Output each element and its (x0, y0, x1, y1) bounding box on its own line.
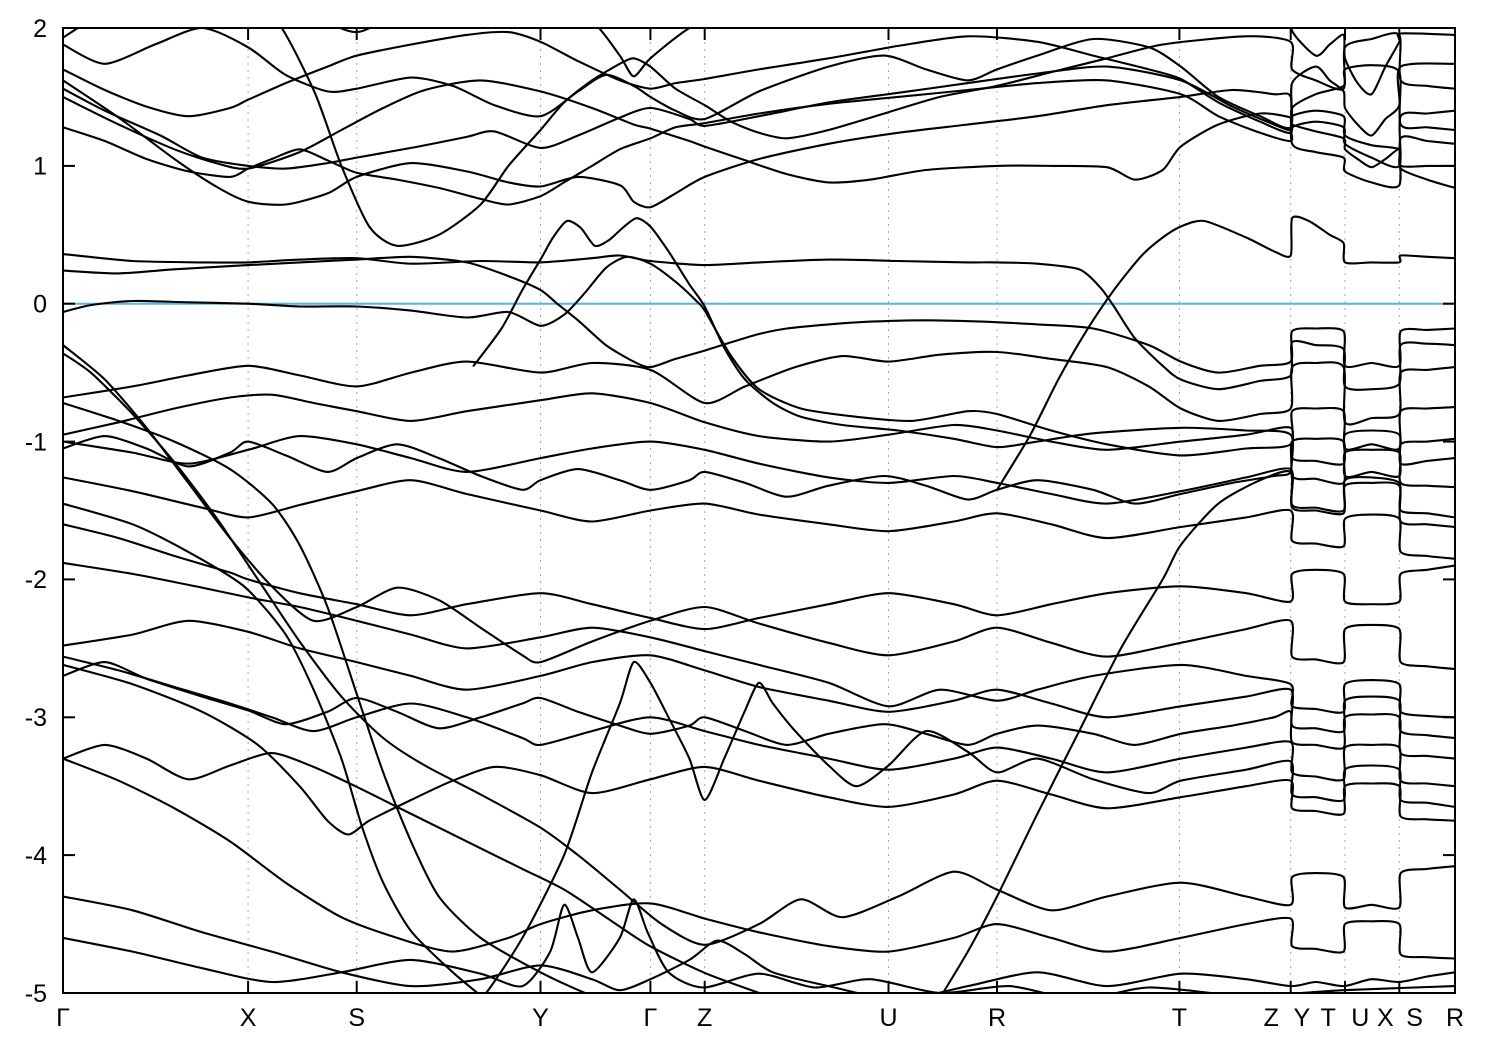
x-axis-symmetry-label: S (348, 1004, 365, 1032)
band-curve (941, 470, 1455, 993)
band-curve (63, 895, 1455, 993)
x-axis-symmetry-label: Z (697, 1004, 712, 1032)
band-curve (995, 215, 1455, 491)
band-curve (63, 661, 1455, 760)
x-axis-symmetry-label: Γ (644, 1004, 658, 1032)
x-axis-symmetry-label: X (240, 1004, 257, 1032)
band-curve (63, 435, 1455, 519)
y-axis-tick-label: -1 (25, 428, 47, 456)
y-axis-tick-label: -5 (25, 980, 47, 1008)
band-curve (63, 350, 1455, 426)
y-axis-tick-label: -4 (25, 842, 47, 870)
band-curve (63, 476, 1455, 560)
band-curve (63, 28, 1455, 96)
x-axis-symmetry-label: Γ (56, 1004, 70, 1032)
band-curve (63, 619, 1455, 740)
x-axis-symmetry-label: T (1172, 1004, 1187, 1032)
x-axis-symmetry-label: R (1446, 1004, 1464, 1032)
band-curve (280, 28, 1455, 247)
band-curve (63, 255, 1455, 457)
band-curve (63, 344, 1455, 671)
band-curve (63, 28, 1455, 137)
y-axis-tick-label: 1 (33, 153, 47, 181)
x-axis-symmetry-label: U (879, 1004, 897, 1032)
x-axis-symmetry-label: U (1351, 1004, 1369, 1032)
band-curve (63, 352, 1455, 946)
band-curve (484, 660, 1455, 993)
band-curve (63, 401, 588, 993)
x-axis-symmetry-label: Y (532, 1004, 549, 1032)
x-axis-symmetry-label: T (1321, 1004, 1336, 1032)
x-axis-symmetry-label: Y (1294, 1004, 1311, 1032)
y-axis-tick-label: 2 (33, 15, 47, 43)
x-axis-symmetry-label: Z (1264, 1004, 1279, 1032)
tick-marks (63, 27, 1455, 994)
band-curve (63, 523, 1455, 631)
x-axis-symmetry-label: R (988, 1004, 1006, 1032)
band-curve (63, 255, 1455, 374)
x-axis-symmetry-label: X (1377, 1004, 1394, 1032)
band-curve (63, 757, 1455, 960)
band-curve (63, 898, 1455, 993)
band-curve (63, 663, 1455, 836)
y-axis-tick-label: -2 (25, 566, 47, 594)
band-curve (63, 30, 1455, 135)
band-curves (63, 28, 1455, 993)
band-curve (63, 79, 1455, 189)
y-axis-tick-label: 0 (33, 290, 47, 318)
y-axis-tick-label: -3 (25, 704, 47, 732)
band-curve (63, 78, 1455, 206)
x-axis-symmetry-label: S (1406, 1004, 1423, 1032)
band-curve (63, 502, 480, 993)
band-curve (63, 743, 763, 993)
band-curve (63, 561, 1455, 719)
band-curve (63, 79, 1455, 209)
plot-border (62, 27, 1456, 994)
band-curve (63, 392, 1455, 466)
band-curve (63, 435, 1455, 505)
